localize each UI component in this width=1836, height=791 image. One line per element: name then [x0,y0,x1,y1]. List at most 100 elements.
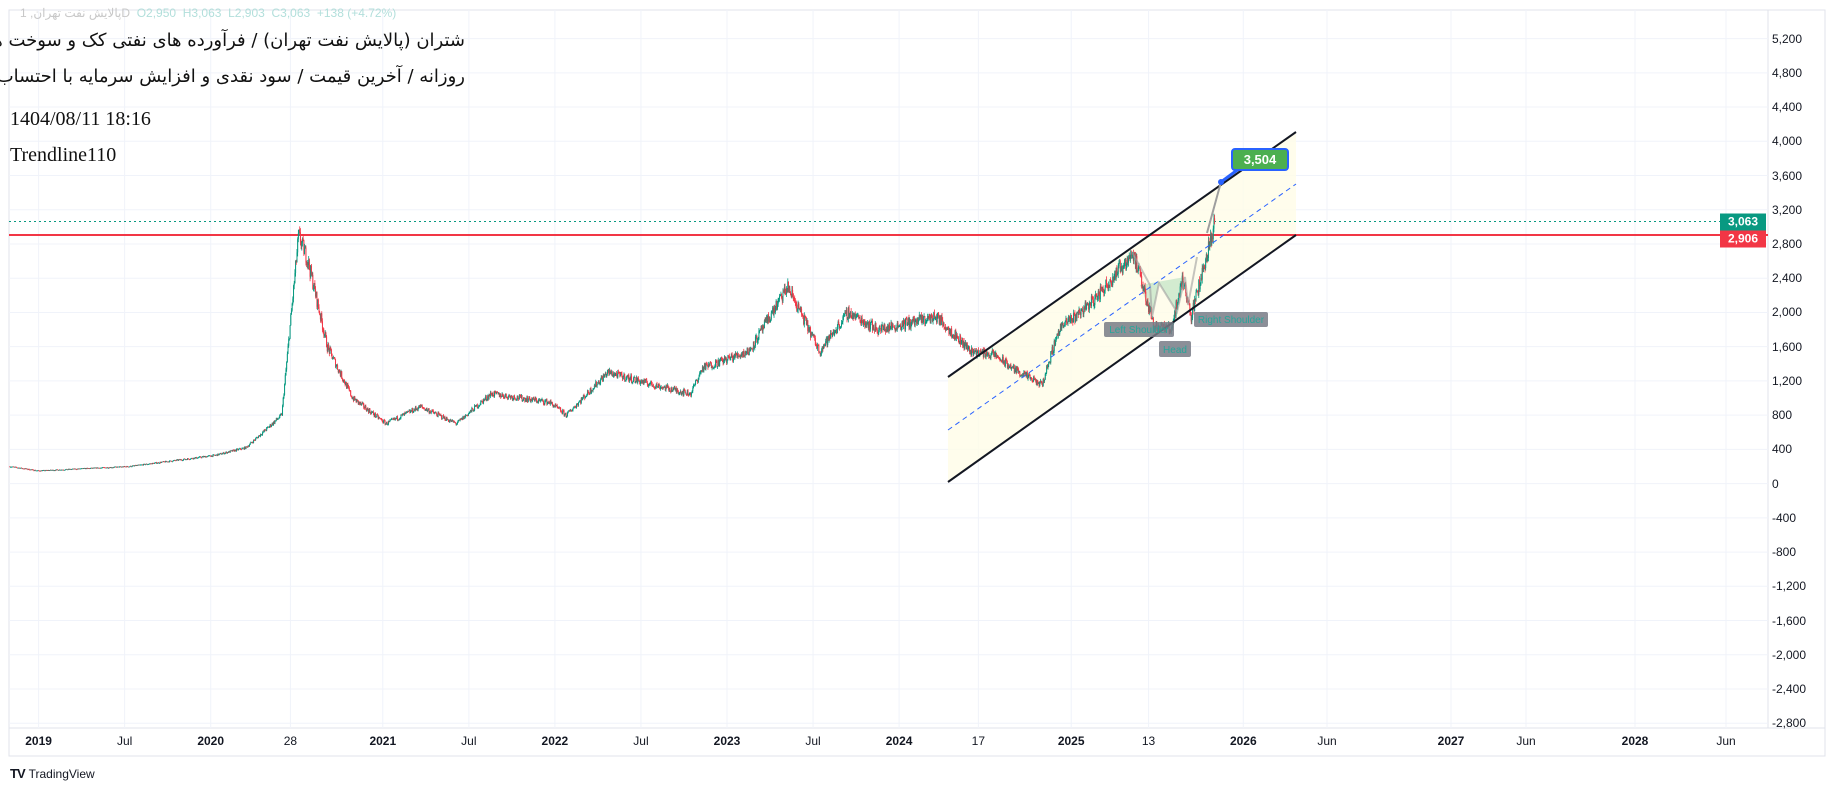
candle-body [250,442,252,444]
candle-body [702,366,704,372]
candle-down [319,310,321,316]
candle-down [192,458,194,460]
candle-down [1006,360,1008,369]
candle-down [684,389,686,394]
candle-down [732,355,734,363]
candle-body [58,469,60,471]
candle-up [203,455,205,458]
candle-body [622,376,624,380]
candle-down [936,314,938,325]
candle-body [277,419,279,420]
candle-down [432,409,434,413]
candle-up [975,348,977,353]
candle-body [473,410,475,412]
candle-body [949,329,951,335]
candle-body [704,363,706,368]
candle-body [501,393,503,397]
candle-body [78,468,80,470]
candle-up [586,389,588,396]
candle-body [229,450,231,453]
candle-up [190,458,192,460]
candle-down [838,319,840,325]
candle-up [119,466,121,468]
candle-down [214,454,216,456]
candle-up [451,420,453,422]
candle-up [934,315,936,321]
candle-up [816,342,818,351]
candle-down [299,228,301,246]
candle-body [122,466,124,468]
candle-up [606,373,608,378]
candle-up [630,373,632,381]
candle-body [692,385,694,388]
candle-body [734,352,736,356]
candle-body [301,242,303,247]
candle-body [973,350,975,352]
candle-body [62,469,64,471]
candle-body [478,405,480,408]
candle-down [833,329,835,336]
candle-up [370,410,372,415]
candle-body [272,423,274,425]
candle-up [600,375,602,381]
candle-body [299,232,301,243]
candle-down [715,360,717,363]
candle-down [38,470,40,472]
candle-body [489,392,491,397]
candle-body [664,386,666,388]
candle-up [902,317,904,330]
candle-down [156,461,158,464]
candle-body [1065,318,1067,322]
candle-body [163,461,165,463]
candle-body [929,317,931,324]
candle-up [683,387,685,397]
candle-body [462,416,464,420]
candle-down [1100,284,1102,292]
candle-down [804,314,806,319]
candle-body [758,330,760,340]
candle-body [56,469,58,471]
candle-up [1130,250,1132,263]
candle-up [461,417,463,420]
candle-down [383,418,385,422]
candle-up [83,467,85,469]
candle-down [919,314,921,319]
candle-up [187,457,189,460]
candle-up [209,455,211,457]
candle-down [448,420,450,423]
candle-down [680,390,682,395]
candle-body [582,397,584,400]
candle-up [541,397,543,402]
candle-body [253,439,255,443]
candle-down [1079,308,1081,314]
candle-body [971,347,973,356]
candle-up [1075,314,1077,323]
candle-body [735,352,737,355]
candle-body [181,460,183,461]
candle-body [224,453,226,455]
candle-body [178,459,180,461]
candle-down [1002,354,1004,365]
candle-down [56,469,58,471]
candle-body [262,430,264,433]
candle-down [557,406,559,409]
candle-body [301,238,303,243]
candle-body [975,349,977,357]
candle-body [449,420,451,422]
candle-down [533,396,535,401]
candle-up [225,451,227,454]
candle-down [487,394,489,401]
candle-down [231,449,233,452]
candle-body [48,470,50,471]
candle-body [309,268,311,277]
candle-body [405,411,407,413]
candle-body [339,372,341,376]
candle-body [931,315,933,322]
candle-body [625,378,627,381]
candle-up [700,370,702,375]
candle-body [412,412,414,413]
candle-up [374,412,376,418]
candle-up [522,399,524,403]
candle-body [258,435,260,437]
